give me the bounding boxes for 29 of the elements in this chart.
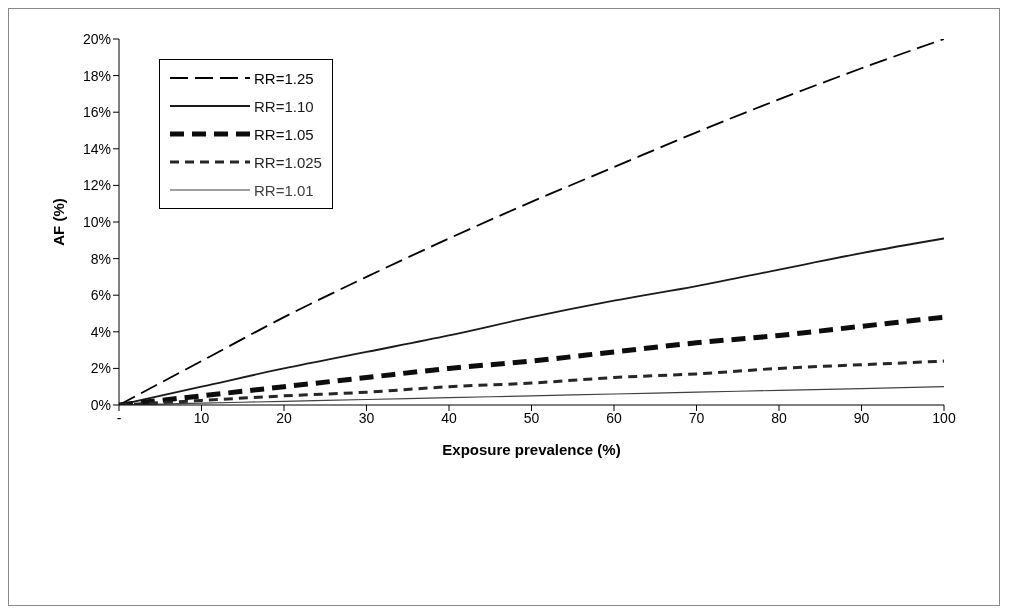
text: RR=1.05 <box>254 125 314 143</box>
y-tick-label: 10% <box>82 213 111 230</box>
x-tick-label: 40 <box>441 409 457 426</box>
y-axis-title: AF (%) <box>50 198 68 246</box>
y-tick-label: 16% <box>82 104 111 121</box>
x-tick-label: 60 <box>606 409 622 426</box>
x-tick-label: 30 <box>358 409 375 426</box>
y-tick-label: 4% <box>90 323 111 340</box>
x-tick-label: - <box>116 409 122 426</box>
y-tick-label: 14% <box>82 140 111 157</box>
x-tick-label: 10 <box>193 409 210 426</box>
x-axis-title: Exposure prevalence (%) <box>442 441 621 458</box>
text: RR=1.01 <box>254 181 314 199</box>
y-tick-label: 18% <box>82 67 111 84</box>
y-tick-label: 8% <box>90 250 111 267</box>
y-tick-label: 0% <box>90 396 111 413</box>
y-tick-label: 12% <box>82 177 111 194</box>
x-tick-label: 20 <box>276 409 292 426</box>
y-tick-label: 2% <box>90 360 111 377</box>
y-tick-label: 20% <box>82 30 111 47</box>
x-tick-label: 100 <box>932 409 956 426</box>
y-tick-label: 6% <box>90 287 111 304</box>
x-tick-label: 90 <box>853 409 870 426</box>
x-tick-label: 50 <box>523 409 540 426</box>
x-tick-label: 80 <box>771 409 787 426</box>
text: RR=1.025 <box>254 153 322 171</box>
text: RR=1.25 <box>254 69 314 87</box>
x-tick-label: 70 <box>688 409 705 426</box>
text: RR=1.10 <box>254 97 314 115</box>
